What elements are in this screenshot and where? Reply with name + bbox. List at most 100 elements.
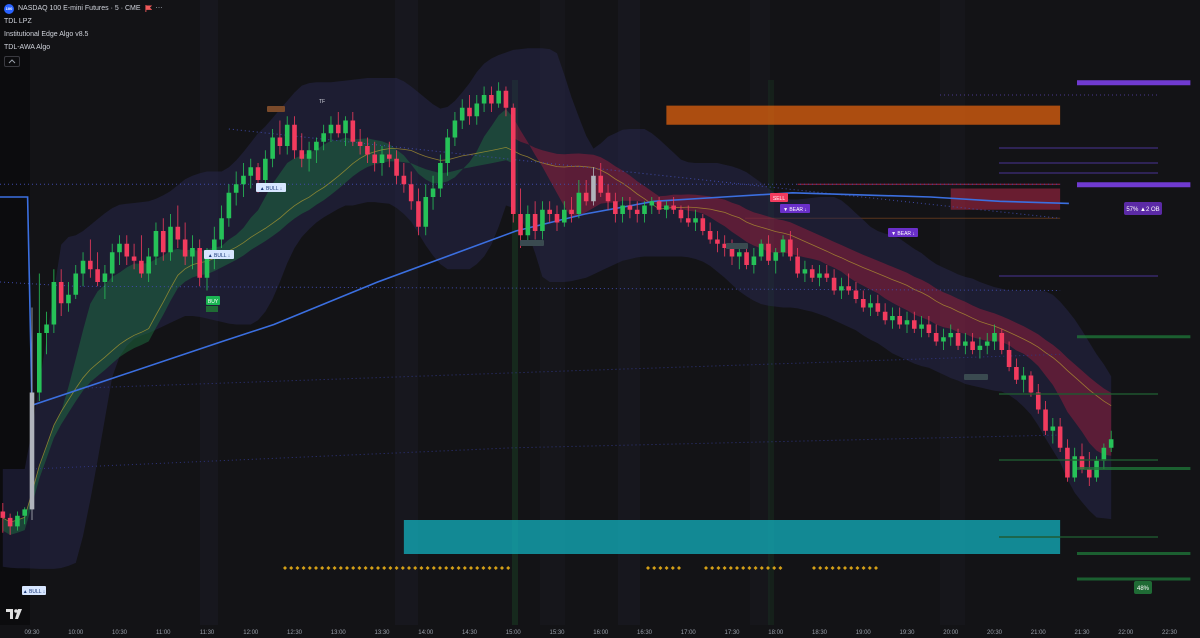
candle[interactable] <box>277 120 283 155</box>
candle[interactable] <box>809 265 815 282</box>
candle[interactable] <box>664 201 669 219</box>
candle[interactable] <box>758 239 764 261</box>
candle[interactable] <box>284 116 290 155</box>
candle[interactable] <box>846 273 851 295</box>
candle[interactable] <box>459 99 465 129</box>
candle[interactable] <box>386 141 392 168</box>
candle[interactable] <box>613 192 618 223</box>
candle[interactable] <box>685 205 691 227</box>
candle[interactable] <box>715 231 720 253</box>
candle[interactable] <box>1050 418 1056 444</box>
candle[interactable] <box>153 222 159 266</box>
candle[interactable] <box>292 116 297 159</box>
candle[interactable] <box>423 184 429 236</box>
candle[interactable] <box>160 218 166 261</box>
candle[interactable] <box>875 294 881 316</box>
candle[interactable] <box>817 265 822 287</box>
candle[interactable] <box>1057 418 1063 452</box>
candle[interactable] <box>1035 384 1041 414</box>
candle[interactable] <box>102 265 108 299</box>
candle[interactable] <box>671 197 676 214</box>
candle[interactable] <box>15 511 20 531</box>
candle[interactable] <box>868 294 873 316</box>
candle[interactable] <box>139 235 144 278</box>
candle[interactable] <box>788 231 793 261</box>
candles[interactable] <box>0 82 1114 535</box>
candle[interactable] <box>22 507 28 525</box>
candle[interactable] <box>1028 371 1034 397</box>
candle[interactable] <box>467 95 472 125</box>
candle[interactable] <box>802 260 808 282</box>
candle[interactable] <box>649 197 655 214</box>
candle[interactable] <box>693 209 698 231</box>
candle[interactable] <box>503 86 509 117</box>
candle[interactable] <box>438 154 443 198</box>
candle[interactable] <box>532 201 538 240</box>
candle[interactable] <box>117 235 122 265</box>
candle[interactable] <box>408 171 414 210</box>
candle[interactable] <box>379 146 385 176</box>
candle[interactable] <box>452 112 458 146</box>
candle[interactable] <box>241 163 246 197</box>
candle[interactable] <box>175 205 181 249</box>
candle[interactable] <box>598 163 604 197</box>
candle[interactable] <box>897 307 903 329</box>
candle[interactable] <box>36 273 42 402</box>
candle[interactable] <box>226 184 232 227</box>
candle[interactable] <box>963 333 968 355</box>
candle[interactable] <box>700 214 706 236</box>
candle[interactable] <box>80 252 86 287</box>
collapse-legend-button[interactable] <box>4 56 20 67</box>
candle[interactable] <box>722 235 728 257</box>
candle[interactable] <box>1101 443 1107 470</box>
candle[interactable] <box>634 201 640 223</box>
candle[interactable] <box>496 82 501 108</box>
candle[interactable] <box>1006 341 1012 372</box>
candle[interactable] <box>561 201 567 227</box>
candle[interactable] <box>51 269 57 333</box>
candle[interactable] <box>890 307 895 329</box>
more-icon[interactable]: ⋯ <box>155 5 163 12</box>
candle[interactable] <box>547 201 553 223</box>
candle[interactable] <box>620 197 625 223</box>
indicator-row-1[interactable]: TDL LPZ <box>4 15 163 28</box>
candle[interactable] <box>197 239 203 287</box>
candle[interactable] <box>518 188 523 249</box>
candle[interactable] <box>248 158 254 189</box>
candle[interactable] <box>73 265 79 299</box>
indicator-name[interactable]: TDL-AWA Algo <box>4 44 51 51</box>
candle[interactable] <box>1072 447 1078 482</box>
candle[interactable] <box>314 137 319 164</box>
candle[interactable] <box>146 248 151 282</box>
candle[interactable] <box>1043 401 1048 435</box>
candle[interactable] <box>306 141 312 172</box>
candle[interactable] <box>372 141 378 172</box>
candle[interactable] <box>955 328 961 350</box>
candle[interactable] <box>977 337 983 359</box>
candle[interactable] <box>109 243 115 282</box>
candle[interactable] <box>343 116 348 146</box>
candle[interactable] <box>773 248 779 274</box>
candle[interactable] <box>591 167 596 206</box>
candle[interactable] <box>569 197 574 223</box>
candle[interactable] <box>766 235 771 265</box>
candle[interactable] <box>299 133 305 168</box>
candle[interactable] <box>1021 367 1026 393</box>
candle[interactable] <box>233 171 239 206</box>
indicator-row-2[interactable]: Institutional Edge Algo v8.5 <box>4 28 163 41</box>
candle[interactable] <box>904 311 910 333</box>
candle[interactable] <box>263 150 268 189</box>
candle[interactable] <box>1108 430 1114 452</box>
candle[interactable] <box>44 311 49 355</box>
candle[interactable] <box>474 95 480 125</box>
candle[interactable] <box>0 503 6 533</box>
candle[interactable] <box>941 328 946 350</box>
candle[interactable] <box>219 205 224 249</box>
candle[interactable] <box>933 324 939 346</box>
candle[interactable] <box>824 265 830 282</box>
candle[interactable] <box>984 333 990 355</box>
candle[interactable] <box>831 269 837 295</box>
candle[interactable] <box>394 150 399 185</box>
candle[interactable] <box>992 324 997 351</box>
candle[interactable] <box>627 197 633 219</box>
